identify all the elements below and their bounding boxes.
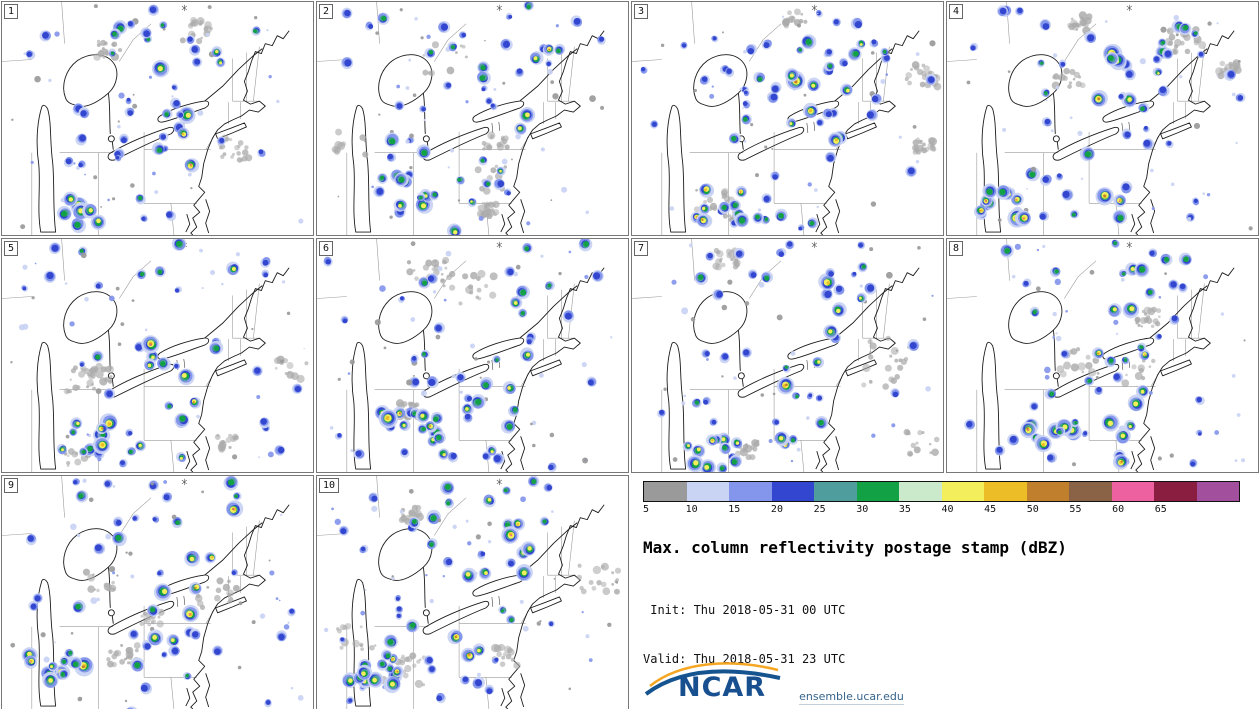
colorbar-segment (1069, 482, 1112, 501)
colorbar-segment (686, 482, 729, 501)
radar-overlay (966, 5, 1253, 231)
radar-overlay (10, 476, 304, 709)
radar-overlay (640, 8, 942, 231)
colorbar-tick-label: 10 (685, 504, 698, 515)
colorbar-segment (771, 482, 814, 501)
ensemble-panel: 8 (946, 238, 1259, 473)
ensemble-panel: 6 (316, 238, 629, 473)
map-canvas (632, 239, 940, 472)
colorbar-tick-label: 65 (1154, 504, 1167, 515)
ncar-logo-icon: NCAR (644, 662, 781, 703)
init-time: Init: Thu 2018-05-31 00 UTC (643, 603, 846, 618)
ncar-swoosh-blue-icon (644, 669, 781, 696)
ensemble-panel: 4 (946, 1, 1259, 236)
colorbar-tick-label: 30 (856, 504, 869, 515)
panel-number-badge: 9 (4, 478, 19, 493)
map-canvas (2, 2, 304, 235)
colorbar-segment (644, 482, 687, 501)
panel-number-badge: 1 (4, 4, 19, 19)
colorbar-tick-label: 50 (1026, 504, 1039, 515)
panel-number-badge: 6 (319, 241, 334, 256)
map-canvas (947, 239, 1246, 472)
panel-number-badge: 2 (319, 4, 334, 19)
colorbar-segment (1154, 482, 1197, 501)
map-canvas (2, 239, 309, 472)
colorbar (643, 481, 1240, 502)
colorbar-segment (1111, 482, 1154, 501)
colorbar-tick-label: 60 (1112, 504, 1125, 515)
colorbar-segment (1026, 482, 1069, 501)
ensemble-panel: 9 (1, 475, 314, 709)
colorbar-tick-label: 25 (813, 504, 826, 515)
colorbar-segment (814, 482, 857, 501)
ncar-wordmark: NCAR (678, 672, 766, 700)
radar-overlay (11, 4, 304, 234)
ensemble-panel: 2 (316, 1, 629, 236)
valid-time: Valid: Thu 2018-05-31 23 UTC (643, 651, 846, 666)
ensemble-panel: 5 (1, 238, 314, 473)
map-canvas (947, 2, 1253, 235)
map-canvas (2, 476, 304, 709)
map-canvas (632, 2, 942, 235)
colorbar-segment (729, 482, 772, 501)
colorbar-tick-label: 55 (1069, 504, 1082, 515)
radar-overlay (657, 239, 940, 472)
colorbar-tick-label: 15 (728, 504, 741, 515)
radar-overlay (323, 239, 613, 472)
colorbar-segment (1196, 482, 1239, 501)
colorbar-tick-label: 5 (643, 504, 650, 515)
panel-number-badge: 3 (634, 4, 649, 19)
map-canvas (317, 2, 606, 235)
colorbar-tick-label: 45 (984, 504, 997, 515)
colorbar-segment (941, 482, 984, 501)
colorbar-segment (856, 482, 899, 501)
ensemble-panel: 3 (631, 1, 944, 236)
panel-number-badge: 4 (949, 4, 964, 19)
ensemble-panel: 7 (631, 238, 944, 473)
legend-area: 5 10 15 20 25 30 35 40 45 50 55 60 65 Max. column re… (631, 475, 1259, 709)
colorbar-segment (984, 482, 1027, 501)
map-canvas (317, 239, 613, 472)
legend-meta: Init: Thu 2018-05-31 00 UTC Valid: Thu 2… (643, 570, 1259, 700)
ensemble-panel: 1 (1, 1, 314, 236)
colorbar-segment (899, 482, 942, 501)
ncar-swoosh-orange-icon (649, 662, 779, 687)
colorbar-tick-label: 20 (770, 504, 783, 515)
colorbar-tick-label: 35 (898, 504, 911, 515)
radar-overlay (964, 239, 1246, 470)
panel-number-badge: 8 (949, 241, 964, 256)
colorbar-tick-label: 40 (941, 504, 954, 515)
radar-overlay (10, 239, 309, 468)
colorbar-ticks: 5 10 15 20 25 30 35 40 45 50 55 60 65 (643, 502, 1240, 518)
ensemble-url: ensemble.ucar.edu (799, 690, 904, 705)
radar-overlay (331, 2, 606, 235)
ncar-logo: NCAR ensemble.ucar.edu (644, 656, 904, 705)
panel-number-badge: 5 (4, 241, 19, 256)
panel-number-badge: 7 (634, 241, 649, 256)
legend-title: Max. column reflectivity postage stamp (… (643, 538, 1067, 557)
map-canvas (317, 476, 622, 709)
radar-overlay (323, 476, 622, 705)
ensemble-panel: 10 (316, 475, 629, 709)
panel-number-badge: 10 (319, 478, 340, 493)
